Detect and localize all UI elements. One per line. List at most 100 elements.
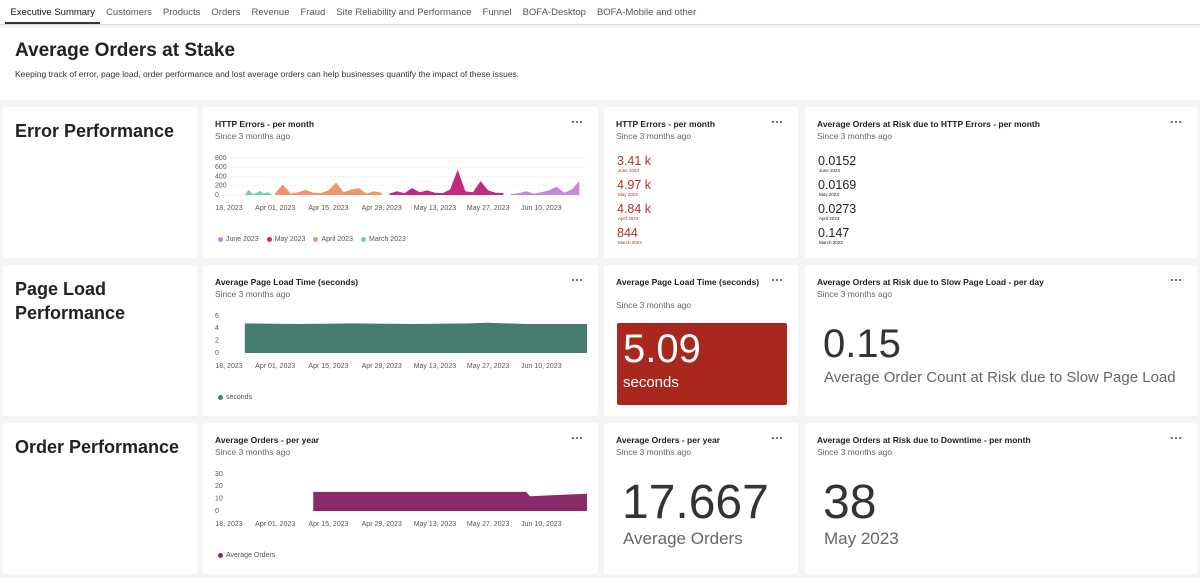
- card-subtitle: Since 3 months ago: [817, 289, 892, 299]
- menu-button[interactable]: [1171, 121, 1181, 123]
- y-tick-label: 0: [215, 508, 219, 515]
- page-title: Average Orders at Stake: [15, 40, 235, 62]
- legend-label: June 2023: [226, 236, 259, 243]
- legend: June 2023 May 2023 April 2023 March 2023: [218, 236, 406, 243]
- card: Average Orders - per year Since 3 months …: [604, 423, 798, 574]
- menu-dot: [780, 279, 782, 281]
- card-subtitle: Since 3 months ago: [616, 131, 691, 141]
- card-title: Average Orders at Risk due to HTTP Error…: [817, 119, 1169, 129]
- card: HTTP Errors - per month Since 3 months ag…: [604, 107, 798, 258]
- list-label: May 2023: [618, 192, 638, 197]
- y-tick-label: 400: [215, 173, 227, 180]
- x-tick-label: Mar 18, 2023: [215, 521, 244, 529]
- tab[interactable]: Customers: [100, 0, 157, 22]
- legend-label: March 2023: [369, 236, 406, 243]
- legend-label: Average Orders: [226, 552, 275, 559]
- menu-button[interactable]: [772, 279, 782, 281]
- card-title: Average Page Load Time (seconds): [616, 277, 766, 287]
- legend-item: Average Orders: [218, 552, 275, 559]
- legend-item: seconds: [218, 394, 252, 401]
- section-title: Order Performance: [15, 435, 185, 459]
- billboard-box: 5.09seconds: [617, 323, 787, 405]
- list-label: June 2023: [618, 168, 639, 173]
- x-axis: Mar 18, 2023Apr 01, 2023Apr 15, 2023Apr …: [215, 521, 596, 541]
- x-tick-label: Apr 29, 2023: [360, 521, 404, 529]
- list-value: 3.41 k: [617, 154, 651, 168]
- menu-dot: [776, 437, 778, 439]
- list-label: March 2023: [819, 240, 843, 245]
- card: Average Page Load Time (seconds)Since 3 …: [203, 265, 598, 416]
- section-title: Error Performance: [15, 119, 185, 143]
- y-tick-label: 200: [215, 183, 227, 190]
- tab[interactable]: Revenue: [246, 0, 295, 22]
- menu-dot: [780, 437, 782, 439]
- tab[interactable]: BOFA-Mobile and other: [591, 0, 701, 22]
- list-label: May 2023: [819, 192, 839, 197]
- card: Page Load Performance: [3, 265, 197, 416]
- menu-dot: [1179, 437, 1181, 439]
- card-subtitle: Since 3 months ago: [817, 131, 892, 141]
- menu-button[interactable]: [772, 437, 782, 439]
- x-tick-label: May 13, 2023: [413, 521, 457, 529]
- card-title: HTTP Errors - per month: [616, 119, 770, 129]
- billboard-label: Average Order Count at Risk due to Slow …: [824, 369, 1176, 386]
- menu-dot: [772, 279, 774, 281]
- x-tick-label: Jun 10, 2023: [519, 521, 563, 529]
- list-value: 0.0273: [818, 202, 856, 216]
- list-value: 4.84 k: [617, 202, 651, 216]
- tab[interactable]: Executive Summary: [5, 0, 100, 24]
- x-tick-label: May 27, 2023: [466, 205, 510, 213]
- x-axis: Mar 18, 2023Apr 01, 2023Apr 15, 2023Apr …: [215, 363, 596, 383]
- x-tick-label: Apr 15, 2023: [306, 205, 350, 213]
- legend-swatch: [218, 237, 223, 242]
- area-series: [245, 190, 272, 195]
- tab[interactable]: Fraud: [295, 0, 331, 22]
- menu-dot: [772, 437, 774, 439]
- menu-button[interactable]: [772, 121, 782, 123]
- tab[interactable]: Products: [157, 0, 206, 22]
- tab[interactable]: Orders: [206, 0, 246, 22]
- menu-button[interactable]: [1171, 279, 1181, 281]
- card-title: Average Orders - per year: [616, 435, 770, 445]
- x-tick-label: Apr 01, 2023: [253, 363, 297, 371]
- card: Average Orders at Risk due to HTTP Error…: [805, 107, 1197, 258]
- x-tick-label: Mar 18, 2023: [215, 363, 244, 371]
- menu-dot: [780, 121, 782, 123]
- card: HTTP Errors - per monthSince 3 months ag…: [203, 107, 598, 258]
- tab[interactable]: Site Reliability and Performance: [331, 0, 477, 22]
- menu-dot: [1171, 437, 1173, 439]
- x-tick-label: Apr 29, 2023: [360, 205, 404, 213]
- x-tick-label: May 27, 2023: [466, 363, 510, 371]
- legend-swatch: [267, 237, 272, 242]
- legend-item: May 2023: [267, 236, 306, 243]
- list-value: 0.0169: [818, 178, 856, 192]
- legend-label: April 2023: [321, 236, 353, 243]
- list-value: 4.97 k: [617, 178, 651, 192]
- menu-button[interactable]: [1171, 437, 1181, 439]
- tab[interactable]: BOFA-Desktop: [517, 0, 591, 22]
- y-tick-label: 30: [215, 471, 223, 478]
- x-tick-label: May 13, 2023: [413, 205, 457, 213]
- y-tick-label: 600: [215, 164, 227, 171]
- menu-dot: [1171, 279, 1173, 281]
- billboard-label: May 2023: [824, 529, 899, 549]
- y-tick-label: 4: [215, 325, 219, 332]
- y-tick-label: 6: [215, 313, 219, 320]
- legend-item: June 2023: [218, 236, 259, 243]
- list-label: March 2023: [618, 240, 642, 245]
- y-tick-label: 0: [215, 350, 219, 357]
- x-tick-label: Apr 15, 2023: [306, 363, 350, 371]
- card-subtitle: Since 3 months ago: [616, 447, 691, 457]
- legend-swatch: [313, 237, 318, 242]
- x-tick-label: Mar 18, 2023: [215, 205, 244, 213]
- card-title: Average Orders at Risk due to Slow Page …: [817, 277, 1169, 287]
- menu-dot: [772, 121, 774, 123]
- x-tick-label: May 27, 2023: [466, 521, 510, 529]
- menu-dot: [776, 279, 778, 281]
- menu-dot: [1179, 279, 1181, 281]
- tab[interactable]: Funnel: [477, 0, 517, 22]
- y-tick-label: 20: [215, 483, 223, 490]
- x-tick-label: Apr 01, 2023: [253, 521, 297, 529]
- card: Average Orders - per yearSince 3 months …: [203, 423, 598, 574]
- menu-dot: [1175, 279, 1177, 281]
